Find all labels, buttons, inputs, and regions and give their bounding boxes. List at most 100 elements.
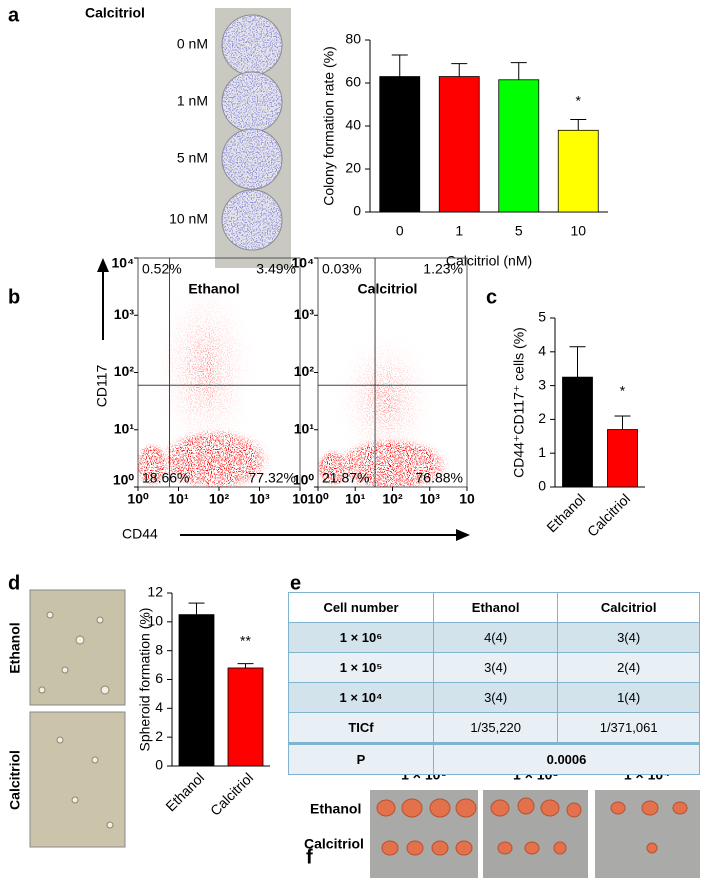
significance: ** — [240, 632, 251, 648]
bar — [498, 79, 540, 213]
y-tick-label: 5 — [538, 309, 546, 325]
table-cell: 3(4) — [557, 622, 700, 653]
plate-label: 1 nM — [177, 93, 208, 109]
table-header: Calcitriol — [557, 592, 700, 623]
x-tick-label: Calcitriol — [207, 769, 256, 818]
table-header: Cell number — [288, 592, 434, 623]
bar — [562, 376, 593, 488]
table-cell: P — [288, 742, 434, 775]
tumorigenicity-table: Cell number Ethanol Calcitriol 1 × 10⁶ 4(4)… — [288, 592, 700, 775]
tumor-row: Calcitriol — [304, 836, 364, 852]
y-tick-label: 10 — [147, 613, 163, 629]
y-tick-label: 10³ — [114, 306, 135, 322]
x-tick-label: 10 — [570, 223, 586, 239]
table-cell: 3(4) — [432, 682, 559, 713]
y-tick-label: 4 — [155, 699, 163, 715]
y-tick-label: 0 — [538, 478, 546, 494]
y-tick-label: 10⁰ — [113, 472, 135, 488]
y-tick-label: 10⁰ — [293, 472, 315, 488]
table-cell: 1 × 10⁶ — [288, 622, 434, 653]
table-cell: 2(4) — [557, 652, 700, 683]
significance: * — [576, 92, 582, 108]
table-cell: 1 × 10⁵ — [288, 652, 434, 683]
arrow-head — [456, 529, 470, 541]
y-tick-label: 4 — [538, 343, 546, 359]
y-tick-label: 60 — [345, 74, 361, 90]
panel-label: c — [486, 286, 497, 308]
x-tick-label: 1 — [455, 223, 463, 239]
photo-label: Ethanol — [7, 622, 23, 673]
quadrant-label: 0.03% — [322, 261, 362, 277]
x-tick-label: 10¹ — [168, 491, 189, 507]
plate-label: 10 nM — [169, 211, 208, 227]
table-cell: 1/371,061 — [557, 712, 700, 744]
table-cell: 1/35,220 — [432, 712, 559, 744]
plot-title: Calcitriol — [358, 281, 418, 297]
quadrant-label: 76.88% — [416, 470, 463, 486]
y-tick-label: 8 — [155, 641, 163, 657]
y-axis-label: Colony formation rate (%) — [321, 46, 337, 206]
panel-label: b — [8, 286, 20, 308]
quadrant-label: 77.32% — [249, 470, 296, 486]
panel-label: e — [290, 572, 301, 594]
flow-events — [138, 258, 300, 487]
y-axis-label: CD44⁺CD117⁺ cells (%) — [511, 327, 527, 478]
significance: * — [620, 383, 626, 399]
bar — [557, 129, 599, 213]
flow-ylabel: CD117 — [94, 365, 110, 408]
y-tick-label: 10¹ — [114, 420, 135, 436]
y-tick-label: 40 — [345, 117, 361, 133]
x-tick-label: 10¹ — [345, 491, 366, 507]
y-tick-label: 10¹ — [294, 420, 315, 436]
y-tick-label: 10² — [294, 363, 315, 379]
table-cell: 4(4) — [432, 622, 559, 653]
panel-label: a — [8, 4, 20, 26]
quadrant-label: 1.23% — [423, 261, 463, 277]
table-cell: 0.0006 — [433, 742, 700, 775]
x-tick-label: 10² — [382, 491, 403, 507]
x-tick-label: 5 — [515, 223, 523, 239]
arrow-head — [97, 258, 109, 272]
y-tick-label: 10³ — [294, 306, 315, 322]
plate-title: Calcitriol — [85, 5, 145, 21]
y-tick-label: 0 — [353, 203, 361, 219]
tumor-row: Ethanol — [310, 801, 361, 817]
table-cell: TICf — [288, 712, 434, 744]
table-header: Ethanol — [432, 592, 559, 623]
y-tick-label: 80 — [345, 31, 361, 47]
bar — [379, 76, 421, 213]
y-tick-label: 10⁴ — [112, 255, 135, 271]
x-tick-label: 10² — [209, 491, 230, 507]
y-axis-label: Spheroid formation (%) — [137, 608, 153, 752]
plate-label: 0 nM — [177, 36, 208, 52]
photo-label: Calcitriol — [7, 750, 23, 810]
table-cell: 3(4) — [432, 652, 559, 683]
x-tick-label: 10 — [459, 491, 475, 507]
quadrant-label: 18.66% — [142, 470, 189, 486]
x-tick-label: Ethanol — [162, 769, 207, 814]
x-tick-label: 10⁰ — [127, 491, 149, 507]
bar — [607, 429, 638, 488]
quadrant-label: 21.87% — [322, 470, 369, 486]
x-tick-label: Calcitriol — [584, 490, 633, 539]
bar — [178, 614, 215, 767]
x-tick-label: 10³ — [420, 491, 441, 507]
quadrant-label: 0.52% — [142, 261, 182, 277]
spheroids — [38, 611, 114, 829]
y-tick-label: 2 — [155, 728, 163, 744]
bar — [227, 667, 264, 767]
y-tick-label: 10⁴ — [292, 255, 315, 271]
spheroid-photo — [29, 589, 126, 706]
y-tick-label: 10² — [114, 363, 135, 379]
x-tick-label: Ethanol — [543, 490, 588, 535]
quadrant-label: 3.49% — [256, 261, 296, 277]
table-cell: 1 × 10⁴ — [288, 682, 434, 713]
panel-label: f — [306, 846, 313, 868]
flow-xlabel: CD44 — [122, 526, 158, 542]
x-tick-label: 10⁰ — [307, 491, 329, 507]
y-tick-label: 3 — [538, 376, 546, 392]
x-tick-label: 10³ — [249, 491, 270, 507]
flow-events — [318, 258, 467, 487]
